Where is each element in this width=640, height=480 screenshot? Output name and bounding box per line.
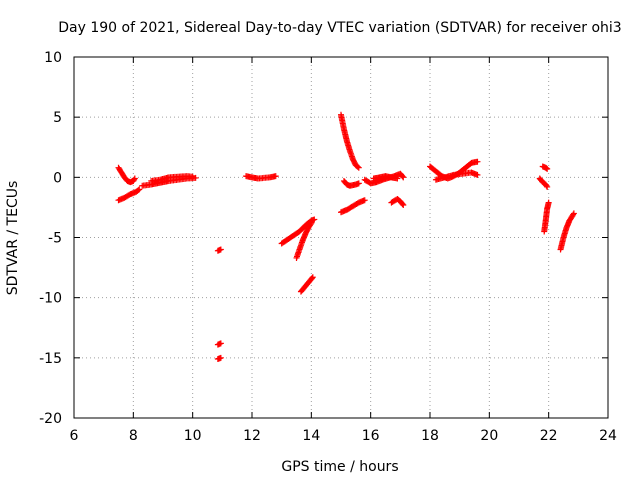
data-point <box>136 186 143 193</box>
data-point <box>544 165 551 172</box>
y-tick-label: 5 <box>53 110 62 126</box>
data-point <box>474 158 481 165</box>
x-tick-label: 6 <box>70 428 79 444</box>
data-point <box>399 201 406 208</box>
y-tick-label: 0 <box>53 170 62 186</box>
x-tick-label: 8 <box>129 428 138 444</box>
x-tick-labels: 6 8 10 12 14 16 18 20 22 24 <box>70 428 617 444</box>
data-point <box>545 199 552 206</box>
x-axis-label: GPS time / hours <box>281 459 398 475</box>
y-tick-label: -10 <box>39 291 62 307</box>
data-point <box>394 175 401 182</box>
y-tick-label: -5 <box>48 231 62 247</box>
data-point <box>543 165 550 172</box>
data-point <box>354 163 361 170</box>
data-point <box>570 210 577 217</box>
data-point <box>272 173 279 180</box>
y-axis-label: SDTVAR / TECUs <box>5 181 21 296</box>
y-tick-labels: 10 5 0 -5 -10 -15 -20 <box>39 50 62 427</box>
data-point <box>217 340 224 347</box>
data-point <box>311 216 318 223</box>
data-point <box>189 173 196 180</box>
data-point <box>308 220 315 227</box>
data-point <box>217 354 224 361</box>
data-point <box>131 176 138 183</box>
data-point <box>400 202 407 209</box>
x-tick-label: 20 <box>480 428 498 444</box>
data-point <box>307 221 314 228</box>
data-point <box>474 171 481 178</box>
data-point <box>217 246 224 253</box>
data-point <box>361 197 368 204</box>
data-point <box>131 175 138 182</box>
data-points <box>115 111 577 363</box>
x-tick-label: 14 <box>302 428 320 444</box>
x-tick-label: 16 <box>362 428 380 444</box>
y-tick-label: -15 <box>39 351 62 367</box>
axes <box>73 56 609 419</box>
y-tick-label: -20 <box>39 411 62 427</box>
y-tick-label: 10 <box>44 50 62 66</box>
data-point <box>399 173 406 180</box>
data-point <box>570 211 577 218</box>
grid-lines <box>74 57 608 418</box>
data-point <box>135 187 142 194</box>
x-tick-label: 18 <box>421 428 439 444</box>
data-point <box>192 174 199 181</box>
chart-title: Day 190 of 2021, Sidereal Day-to-day VTE… <box>58 20 621 36</box>
data-point <box>543 182 550 189</box>
data-point <box>355 164 362 171</box>
x-tick-label: 12 <box>243 428 261 444</box>
x-tick-label: 10 <box>184 428 202 444</box>
x-tick-label: 22 <box>540 428 558 444</box>
data-point <box>400 174 407 181</box>
x-tick-label: 24 <box>599 428 617 444</box>
data-point <box>309 275 316 282</box>
data-point <box>544 183 551 190</box>
data-point <box>355 180 362 187</box>
data-point <box>309 274 316 281</box>
